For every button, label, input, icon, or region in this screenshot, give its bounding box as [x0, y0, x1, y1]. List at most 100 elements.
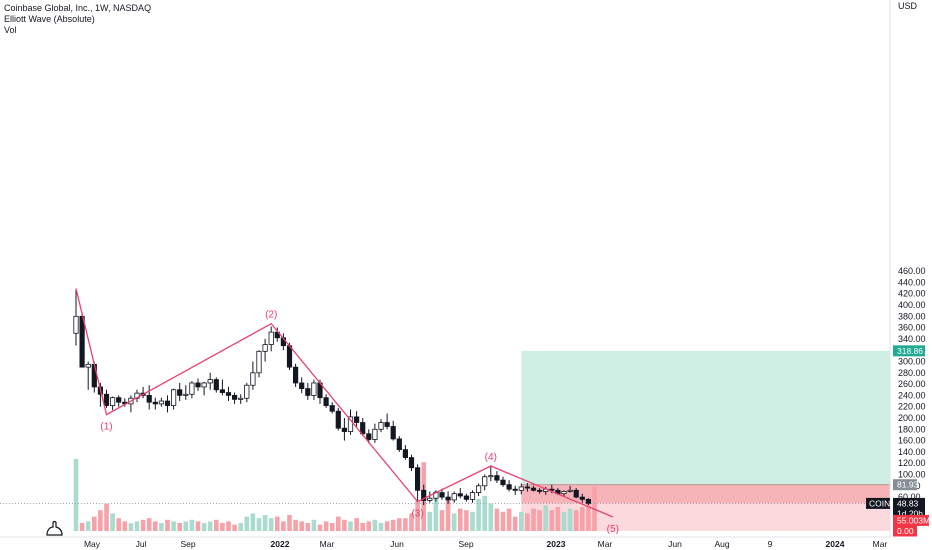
- candle-body: [390, 426, 396, 440]
- price-tick-label: 220.00: [898, 402, 926, 412]
- candle[interactable]: [390, 420, 396, 441]
- candle[interactable]: [170, 388, 177, 410]
- volume-tag[interactable]: 55.003M: [893, 514, 930, 526]
- candle-body: [427, 497, 433, 501]
- candle[interactable]: [445, 491, 451, 504]
- volume-bar: [214, 519, 219, 531]
- candle[interactable]: [262, 338, 268, 362]
- candle[interactable]: [469, 490, 476, 503]
- candle[interactable]: [213, 377, 219, 393]
- zero-price-tag[interactable]: 0.00: [893, 525, 917, 537]
- target-price-tag[interactable]: 318.86: [893, 345, 925, 357]
- candle[interactable]: [408, 454, 415, 472]
- candle[interactable]: [177, 382, 183, 402]
- candle[interactable]: [158, 397, 164, 407]
- candle[interactable]: [512, 485, 518, 495]
- candle[interactable]: [189, 381, 195, 399]
- candle[interactable]: [152, 397, 158, 410]
- candle[interactable]: [451, 491, 457, 503]
- candle[interactable]: [347, 409, 354, 435]
- candle[interactable]: [146, 385, 152, 410]
- candle[interactable]: [482, 474, 488, 491]
- elliott-wave-line[interactable]: [75, 288, 614, 518]
- candle[interactable]: [384, 413, 390, 430]
- candle[interactable]: [573, 488, 579, 499]
- candle[interactable]: [311, 379, 317, 400]
- candle[interactable]: [500, 476, 506, 487]
- volume-indicator-name[interactable]: Vol: [4, 25, 17, 35]
- candle[interactable]: [201, 381, 207, 396]
- candle-body: [73, 315, 79, 334]
- candle[interactable]: [244, 382, 250, 403]
- candle[interactable]: [73, 288, 79, 346]
- volume-bar: [397, 518, 402, 531]
- candle[interactable]: [183, 385, 189, 400]
- candle[interactable]: [427, 491, 433, 503]
- candle[interactable]: [164, 395, 171, 413]
- candle[interactable]: [402, 445, 409, 460]
- candle[interactable]: [268, 326, 274, 352]
- candle[interactable]: [219, 379, 225, 396]
- indicator-name[interactable]: Elliott Wave (Absolute): [4, 14, 95, 24]
- candle[interactable]: [134, 389, 140, 403]
- candle[interactable]: [140, 386, 146, 399]
- candle[interactable]: [231, 392, 238, 404]
- candle[interactable]: [537, 488, 543, 494]
- symbol-title[interactable]: Coinbase Global, Inc., 1W, NASDAQ: [4, 3, 152, 13]
- candle[interactable]: [341, 418, 348, 441]
- candle[interactable]: [518, 483, 524, 495]
- tradingview-logo[interactable]: [46, 520, 63, 536]
- candle[interactable]: [329, 402, 335, 414]
- candle[interactable]: [103, 389, 110, 408]
- candle[interactable]: [366, 429, 372, 444]
- volume-bar: [79, 523, 85, 531]
- candle[interactable]: [524, 482, 531, 492]
- candle[interactable]: [250, 361, 256, 390]
- candle[interactable]: [372, 423, 378, 443]
- candle[interactable]: [360, 418, 366, 437]
- symbol-tag[interactable]: COIN: [866, 497, 890, 509]
- candle[interactable]: [561, 490, 567, 496]
- volume-bar: [268, 518, 274, 531]
- price-tick-label: 420.00: [898, 289, 926, 299]
- candle[interactable]: [488, 465, 494, 482]
- candle[interactable]: [579, 493, 585, 503]
- candle[interactable]: [457, 488, 463, 499]
- candle[interactable]: [414, 464, 421, 502]
- candle[interactable]: [506, 480, 512, 492]
- candle[interactable]: [110, 396, 116, 411]
- candle[interactable]: [567, 485, 573, 493]
- candle[interactable]: [335, 407, 341, 431]
- candle[interactable]: [299, 377, 305, 394]
- candle[interactable]: [238, 394, 244, 404]
- volume-bar: [256, 518, 262, 531]
- candle[interactable]: [274, 327, 280, 342]
- candle-body: [378, 422, 384, 430]
- candle[interactable]: [207, 372, 213, 390]
- candle[interactable]: [256, 350, 262, 378]
- candle[interactable]: [530, 485, 537, 492]
- stop-zone[interactable]: [521, 484, 890, 504]
- candle[interactable]: [353, 411, 360, 427]
- entry-price-tag[interactable]: 81.93: [893, 479, 919, 491]
- candle[interactable]: [225, 386, 232, 402]
- candle[interactable]: [463, 493, 470, 502]
- candle-body: [256, 350, 262, 374]
- candle[interactable]: [421, 484, 427, 506]
- candle[interactable]: [116, 395, 122, 407]
- candle[interactable]: [323, 394, 329, 408]
- candle[interactable]: [128, 395, 134, 413]
- candle[interactable]: [195, 378, 201, 391]
- candle[interactable]: [494, 471, 500, 483]
- candle[interactable]: [585, 498, 592, 506]
- candle[interactable]: [378, 419, 384, 433]
- candle[interactable]: [475, 483, 482, 496]
- candle[interactable]: [85, 361, 91, 390]
- candle[interactable]: [439, 488, 445, 500]
- candle[interactable]: [396, 436, 402, 452]
- candle[interactable]: [292, 363, 299, 387]
- candle[interactable]: [305, 382, 311, 400]
- target-zone[interactable]: [521, 350, 890, 485]
